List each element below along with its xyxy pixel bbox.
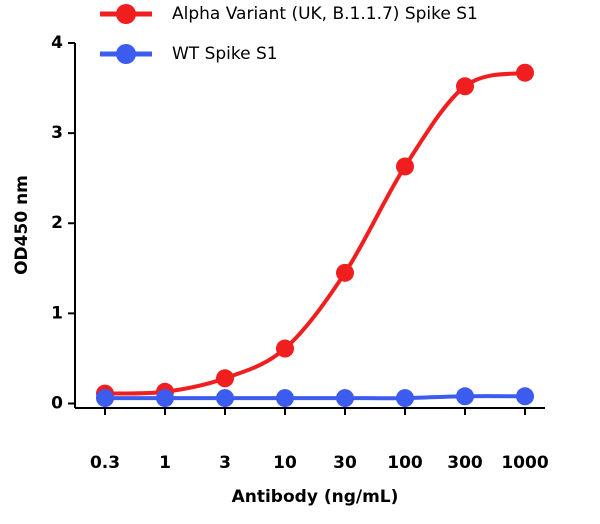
data-point bbox=[276, 389, 294, 408]
legend-marker bbox=[116, 44, 136, 64]
data-point bbox=[396, 389, 414, 408]
legend-marker bbox=[116, 4, 136, 24]
legend-label: WT Spike S1 bbox=[172, 44, 278, 64]
y-tick-label: 2 bbox=[51, 213, 63, 233]
y-axis-label: OD450 nm bbox=[12, 175, 32, 275]
y-tick-label: 1 bbox=[51, 303, 63, 323]
x-tick-label: 30 bbox=[333, 453, 357, 473]
data-point bbox=[216, 389, 234, 408]
x-tick-label: 1 bbox=[159, 453, 171, 473]
y-tick-label: 0 bbox=[51, 393, 63, 413]
data-point bbox=[516, 63, 534, 82]
x-axis-label: Antibody (ng/mL) bbox=[232, 487, 399, 507]
data-point bbox=[516, 387, 534, 406]
data-point bbox=[336, 389, 354, 408]
data-point bbox=[156, 389, 174, 408]
legend-label: Alpha Variant (UK, B.1.1.7) Spike S1 bbox=[172, 4, 478, 24]
data-point bbox=[456, 387, 474, 406]
x-tick-label: 300 bbox=[447, 453, 483, 473]
y-tick-label: 4 bbox=[51, 33, 63, 53]
data-point bbox=[216, 369, 234, 388]
data-point bbox=[276, 339, 294, 358]
data-point bbox=[396, 157, 414, 176]
data-point bbox=[96, 389, 114, 408]
x-tick-label: 10 bbox=[273, 453, 297, 473]
series-line bbox=[104, 70, 526, 396]
y-tick-label: 3 bbox=[51, 123, 63, 143]
data-point bbox=[336, 263, 354, 282]
x-tick-label: 3 bbox=[219, 453, 231, 473]
data-point bbox=[456, 77, 474, 96]
x-tick-label: 1000 bbox=[501, 453, 548, 473]
x-tick-label: 0.3 bbox=[90, 453, 120, 473]
x-tick-label: 100 bbox=[387, 453, 423, 473]
